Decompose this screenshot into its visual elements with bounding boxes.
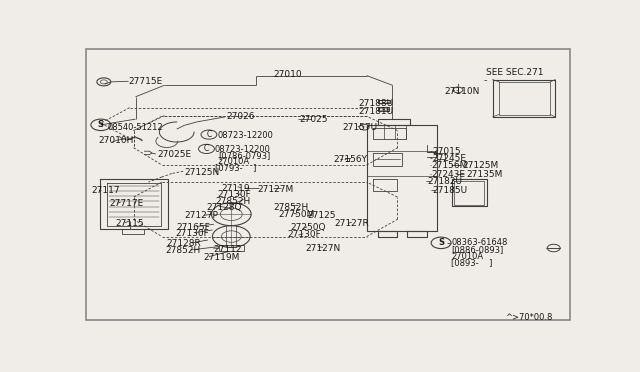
Text: 27119: 27119 xyxy=(221,184,250,193)
Text: 27025E: 27025E xyxy=(157,150,191,159)
Text: 27127N: 27127N xyxy=(306,244,341,253)
Text: S: S xyxy=(98,121,104,129)
Text: 08540-51212: 08540-51212 xyxy=(108,123,163,132)
Text: 27188U: 27188U xyxy=(359,99,394,108)
Text: 27165F: 27165F xyxy=(177,223,211,232)
Text: 27010A: 27010A xyxy=(451,251,483,260)
Text: [0793-    ]: [0793- ] xyxy=(215,163,256,172)
Text: 27112: 27112 xyxy=(213,245,241,254)
Text: 27010A: 27010A xyxy=(218,157,250,166)
Text: 27130F: 27130F xyxy=(217,190,251,199)
Text: C: C xyxy=(206,130,212,139)
Text: 27117: 27117 xyxy=(91,186,120,195)
Text: 27026: 27026 xyxy=(227,112,255,121)
Text: 27125N: 27125N xyxy=(184,168,220,177)
Text: 08363-61648: 08363-61648 xyxy=(451,238,508,247)
Text: 27185U: 27185U xyxy=(432,186,467,195)
Text: 27110N: 27110N xyxy=(445,87,480,96)
Text: 27119M: 27119M xyxy=(203,253,239,262)
Text: 27852H: 27852H xyxy=(165,246,200,255)
Text: 27128R: 27128R xyxy=(167,239,202,248)
Text: 27010: 27010 xyxy=(273,70,302,79)
Text: 27125: 27125 xyxy=(307,211,335,220)
Text: 08723-12200: 08723-12200 xyxy=(215,145,271,154)
Text: 27250Q: 27250Q xyxy=(291,224,326,232)
Text: 27130F: 27130F xyxy=(176,229,209,238)
Text: 27127P: 27127P xyxy=(184,211,218,221)
Text: 27127M: 27127M xyxy=(257,185,294,194)
Text: 27010H: 27010H xyxy=(99,136,134,145)
Text: 27130F: 27130F xyxy=(287,230,321,239)
Text: 08723-12200: 08723-12200 xyxy=(218,131,274,140)
Text: 27182U: 27182U xyxy=(428,177,462,186)
Text: [0886-0893]: [0886-0893] xyxy=(451,245,503,254)
Text: 27156Y: 27156Y xyxy=(333,155,367,164)
Text: 27852H: 27852H xyxy=(273,203,308,212)
Text: S: S xyxy=(438,238,444,247)
Text: 27852H: 27852H xyxy=(215,196,250,206)
Text: 27015: 27015 xyxy=(432,147,461,156)
Text: 27025: 27025 xyxy=(300,115,328,124)
Text: [0893-    ]: [0893- ] xyxy=(451,258,492,267)
Text: 27750M: 27750M xyxy=(278,210,315,219)
Text: 27125M: 27125M xyxy=(462,161,498,170)
Text: 27245E: 27245E xyxy=(432,154,466,163)
Text: [0786-0793]: [0786-0793] xyxy=(218,151,270,160)
Text: SEE SEC.271: SEE SEC.271 xyxy=(486,68,543,77)
Text: 27115: 27115 xyxy=(116,219,145,228)
Text: 27157U: 27157U xyxy=(342,123,377,132)
Text: 27127R: 27127R xyxy=(334,219,369,228)
Text: C: C xyxy=(204,144,209,153)
Text: 27715E: 27715E xyxy=(129,77,163,86)
Text: ^>70*00.8: ^>70*00.8 xyxy=(506,313,553,322)
Text: 27243E: 27243E xyxy=(431,170,465,179)
Text: 27156M: 27156M xyxy=(431,161,468,170)
Text: 27135M: 27135M xyxy=(466,170,502,179)
Text: 27128Q: 27128Q xyxy=(206,203,241,212)
Text: 27717E: 27717E xyxy=(110,199,144,208)
Text: 27181U: 27181U xyxy=(359,107,394,116)
